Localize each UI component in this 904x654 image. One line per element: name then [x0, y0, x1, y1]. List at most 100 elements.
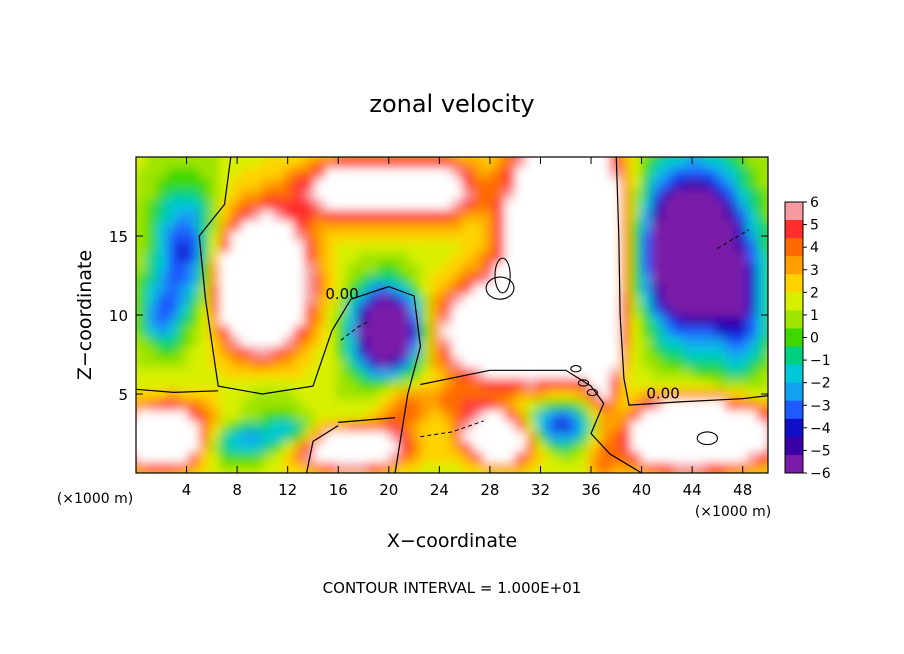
field-cell [567, 419, 579, 432]
field-cell [272, 461, 284, 473]
field-cell [272, 293, 284, 305]
field-cell [177, 325, 190, 337]
field-cell [156, 240, 169, 253]
field-cell [672, 409, 685, 421]
field-cell [177, 198, 190, 211]
field-cell [714, 398, 727, 411]
field-cell [314, 346, 327, 358]
field-cell [598, 177, 611, 190]
field-cell [577, 219, 590, 232]
field-cell [525, 367, 537, 379]
field-cell [282, 461, 295, 473]
field-cell [641, 440, 653, 453]
field-cell [525, 272, 537, 284]
field-cell [735, 367, 748, 379]
field-cell [630, 219, 643, 232]
field-cell [704, 177, 716, 190]
field-cell [209, 430, 221, 442]
field-cell [651, 219, 664, 232]
field-cell [240, 261, 253, 274]
field-cell [167, 157, 179, 158]
field-cell [136, 293, 148, 305]
field-cell [325, 198, 337, 211]
field-cell [620, 198, 632, 211]
field-cell [577, 440, 590, 453]
field-cell [388, 303, 400, 316]
field-cell [514, 167, 527, 179]
field-cell [430, 177, 442, 190]
field-cell [146, 303, 158, 316]
field-cell [293, 440, 306, 453]
field-cell [177, 451, 190, 463]
field-cell [219, 251, 232, 263]
field-cell [714, 430, 727, 442]
field-cell [167, 314, 179, 327]
field-cell [472, 230, 485, 242]
field-cell [472, 314, 485, 327]
field-cell [767, 261, 768, 274]
field-cell [146, 219, 158, 232]
field-cell [472, 377, 485, 390]
field-cell [251, 157, 263, 158]
field-cell [314, 157, 327, 169]
field-cell [377, 188, 390, 200]
field-cell [136, 398, 148, 411]
field-cell [630, 230, 643, 242]
field-cell [472, 335, 485, 348]
field-cell [641, 209, 653, 221]
field-cell [346, 209, 358, 221]
field-cell [588, 198, 600, 211]
field-cell [567, 430, 579, 442]
field-cell [304, 157, 316, 169]
field-cell [209, 282, 221, 295]
field-cell [504, 167, 516, 179]
field-cell [462, 398, 474, 411]
field-cell [556, 377, 569, 390]
field-cell [683, 157, 695, 169]
field-cell [251, 367, 263, 379]
field-cell [209, 157, 221, 169]
field-cell [240, 282, 253, 295]
field-cell [483, 198, 495, 211]
field-cell [662, 219, 674, 232]
field-cell [293, 157, 306, 158]
field-cell [725, 314, 737, 327]
velocity-field [136, 157, 768, 473]
field-cell [419, 409, 432, 421]
field-cell [630, 177, 643, 190]
field-cell [451, 440, 464, 453]
field-cell [188, 219, 200, 232]
field-cell [683, 261, 695, 274]
field-cell [672, 451, 685, 463]
field-cell [146, 240, 158, 253]
field-cell [472, 272, 485, 284]
field-cell [714, 209, 727, 221]
field-cell [325, 261, 337, 274]
field-cell [756, 251, 768, 263]
field-cell [556, 282, 569, 295]
field-cell [704, 209, 716, 221]
field-cell [346, 261, 358, 274]
field-cell [588, 303, 600, 316]
field-cell [504, 209, 516, 221]
field-cell [651, 272, 664, 284]
field-cell [567, 272, 579, 284]
field-cell [651, 367, 664, 379]
field-cell [419, 157, 432, 158]
field-cell [346, 167, 358, 179]
field-cell [735, 272, 748, 284]
field-cell [251, 177, 263, 190]
field-cell [620, 461, 632, 473]
field-cell [419, 240, 432, 253]
field-cell [398, 157, 411, 169]
field-cell [209, 409, 221, 421]
field-cell [577, 157, 590, 169]
field-cell [714, 261, 727, 274]
field-cell [409, 472, 421, 473]
field-cell [598, 157, 611, 169]
field-cell [693, 303, 706, 316]
field-cell [704, 346, 716, 358]
field-cell [409, 409, 421, 421]
field-cell [462, 230, 474, 242]
